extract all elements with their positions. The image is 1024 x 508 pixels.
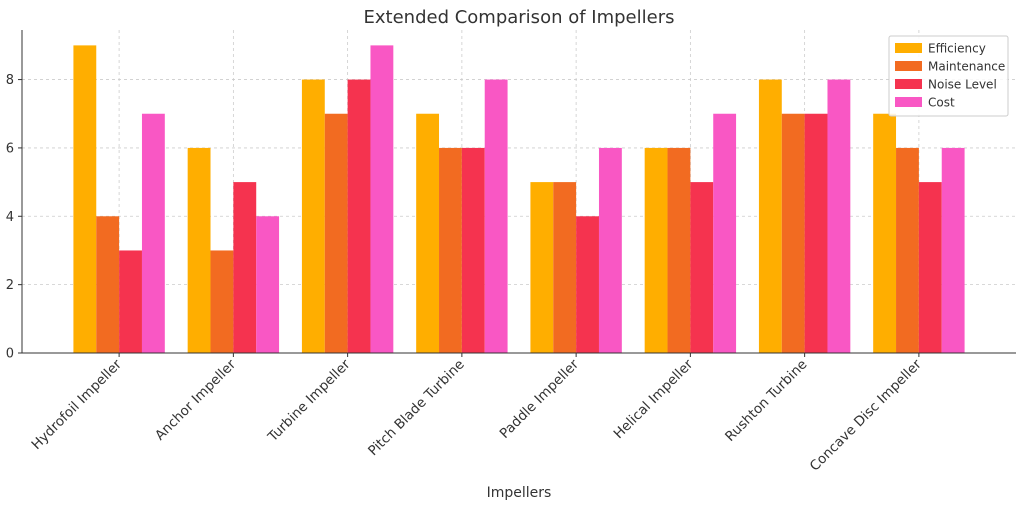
chart-title: Extended Comparison of Impellers: [364, 7, 675, 28]
axes: [21, 30, 1016, 354]
legend-swatch: [895, 97, 922, 107]
legend-swatch: [895, 79, 922, 89]
x-tick-label: Anchor Impeller: [152, 356, 239, 443]
x-tick-label: Rushton Turbine: [722, 357, 810, 445]
y-tick-label: 4: [6, 210, 14, 225]
bars: [73, 45, 965, 353]
x-tick-label: Turbine Impeller: [264, 356, 354, 446]
x-tick-label: Concave Disc Impeller: [807, 356, 925, 474]
legend-label: Maintenance: [928, 60, 1005, 74]
y-tick-label: 8: [6, 73, 14, 88]
bar-maintenance: [896, 147, 919, 353]
legend-label: Efficiency: [928, 42, 986, 56]
legend-swatch: [895, 43, 922, 53]
bar-maintenance: [324, 113, 348, 353]
bar-efficiency: [530, 182, 554, 353]
bar-cost: [370, 45, 394, 353]
legend-label: Noise Level: [928, 78, 997, 92]
bar-maintenance: [439, 147, 462, 353]
bar-cost: [598, 147, 622, 353]
y-ticks: 0 2 4 6 8: [6, 73, 22, 362]
x-tick-label: Helical Impeller: [611, 356, 697, 442]
bar-noise-level: [804, 113, 828, 353]
bar-efficiency: [873, 113, 897, 353]
bar-cost: [713, 113, 737, 353]
legend: Efficiency Maintenance Noise Level Cost: [888, 35, 1009, 117]
bar-cost: [256, 216, 280, 353]
x-tick-label: Paddle Impeller: [497, 356, 583, 442]
bar-maintenance: [210, 250, 234, 353]
bar-efficiency: [301, 79, 325, 353]
bar-noise-level: [918, 182, 942, 353]
grid: [22, 30, 1016, 353]
bar-noise-level: [690, 182, 714, 353]
bar-efficiency: [416, 113, 440, 353]
x-tick-label: Hydrofoil Impeller: [28, 356, 125, 453]
x-tick-label: Pitch Blade Turbine: [365, 357, 468, 460]
x-ticks: Hydrofoil Impeller Anchor Impeller Turbine…: [28, 353, 925, 474]
y-tick-label: 2: [6, 278, 14, 293]
bar-cost: [941, 147, 965, 353]
bar-maintenance: [667, 147, 691, 353]
bar-maintenance: [781, 113, 805, 353]
bar-efficiency: [644, 147, 668, 353]
bar-maintenance: [553, 182, 577, 353]
legend-label: Cost: [928, 96, 955, 110]
y-tick-label: 0: [6, 347, 14, 362]
bar-cost: [141, 113, 165, 353]
bar-efficiency: [187, 147, 211, 353]
bar-efficiency: [758, 79, 782, 353]
bar-cost: [484, 79, 508, 353]
bar-noise-level: [576, 216, 599, 353]
bar-noise-level: [233, 182, 257, 353]
legend-swatch: [895, 61, 922, 71]
legend-box: [888, 35, 1009, 117]
y-tick-label: 6: [6, 141, 14, 156]
bar-maintenance: [96, 216, 120, 353]
bar-efficiency: [73, 45, 97, 353]
bar-cost: [827, 79, 851, 353]
bar-noise-level: [347, 79, 371, 353]
x-axis-title: Impellers: [487, 485, 552, 501]
bar-noise-level: [119, 250, 142, 353]
bar-noise-level: [461, 147, 485, 353]
